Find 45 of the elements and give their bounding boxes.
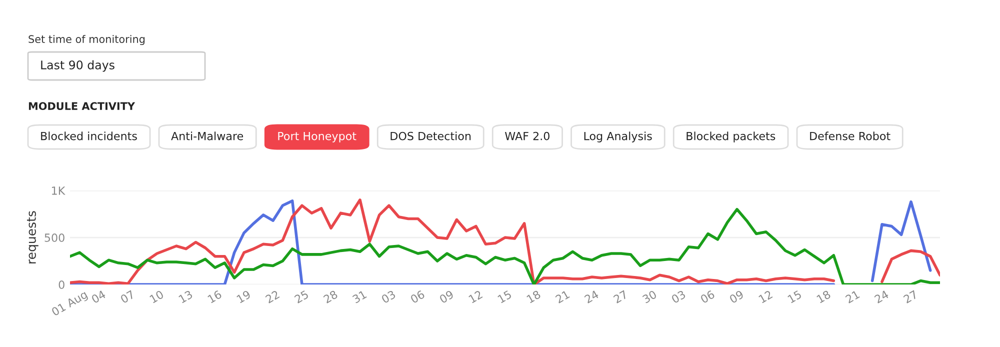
x-tick-label: 03: [380, 290, 396, 304]
x-tick-label: 21: [844, 290, 860, 304]
text: Blocked incidents: [41, 132, 137, 140]
x-tick-label: 16: [207, 290, 222, 304]
x-tick-label: 25: [294, 290, 309, 304]
x-tick-label: 18: [816, 290, 832, 304]
x-tick-label: 13: [178, 290, 193, 304]
x-tick-label: 09: [438, 290, 454, 304]
text: WAF 2.0: [504, 132, 550, 140]
text: Log Analysis: [584, 132, 652, 142]
x-tick-label: 04: [90, 290, 106, 304]
y-tick-label: 0: [58, 280, 64, 289]
x-tick-label: 07: [120, 290, 135, 304]
x-tick-label: 01 Aug: [51, 290, 89, 318]
y-tick-label: 1K: [52, 186, 66, 195]
y-tick-label: 500: [44, 233, 64, 242]
x-tick-label: 06: [700, 290, 716, 304]
chart-title: MODULE ACTIVITY: [28, 102, 136, 110]
text: Anti-Malware: [171, 132, 244, 140]
x-tick-label: 12: [758, 290, 773, 304]
x-tick-label: 28: [322, 290, 338, 304]
x-tick-label: 24: [874, 290, 890, 304]
x-tick-label: 18: [526, 290, 542, 304]
x-tick-label: 27: [612, 290, 628, 304]
x-tick-label: 21: [554, 290, 570, 304]
x-tick-label: 31: [352, 290, 367, 304]
x-tick-label: 10: [149, 290, 164, 304]
x-tick-label: 15: [787, 290, 802, 304]
text: Port Honeypot: [278, 132, 356, 142]
text: DOS Detection: [390, 132, 471, 140]
x-tick-label: 27: [902, 290, 918, 304]
x-tick-label: 06: [410, 290, 426, 304]
y-axis-title: requests: [27, 211, 38, 264]
text: Last 90 days: [41, 60, 114, 72]
x-tick-label: 19: [236, 290, 252, 304]
x-tick-label: 22: [264, 290, 280, 304]
x-tick-label: 03: [670, 290, 686, 304]
x-tick-label: 15: [497, 290, 512, 304]
x-tick-label: 12: [468, 290, 483, 304]
text: Set time of monitoring: [28, 34, 145, 46]
x-tick-label: 24: [584, 290, 600, 304]
x-tick-label: 09: [728, 290, 744, 304]
x-tick-label: 30: [642, 290, 658, 304]
text: Blocked packets: [686, 132, 776, 142]
text: Defense Robot: [810, 132, 890, 140]
